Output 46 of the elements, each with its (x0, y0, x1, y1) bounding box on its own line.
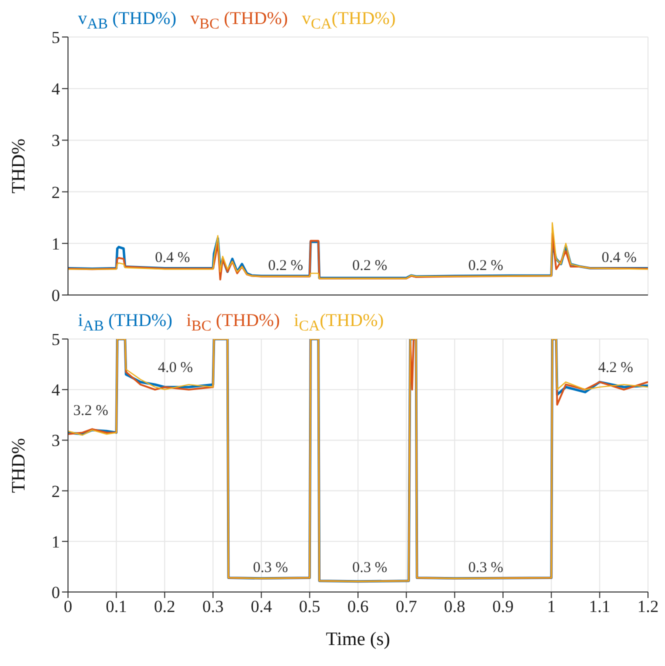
x-tick-label: 0 (64, 597, 72, 616)
y-tick-label: 1 (52, 532, 60, 552)
x-tick-label: 1 (547, 597, 556, 616)
annotation: 0.3 % (253, 560, 288, 578)
x-tick-label: 0.5 (299, 597, 320, 616)
annotation: 0.4 % (155, 250, 190, 267)
x-tick-label: 0.4 (250, 597, 272, 616)
annotation: 4.2 % (598, 360, 634, 378)
x-tick-label: 0.9 (492, 597, 514, 616)
x-tick-label: 0.3 (202, 597, 224, 616)
x-tick-label: 1.2 (637, 597, 659, 616)
x-tick-label: 0.2 (154, 597, 176, 616)
text: v$_{CA}$(THD%) (302, 8, 396, 33)
x-tick-label: 0.6 (347, 597, 369, 616)
annotation: 0.3 % (468, 560, 504, 578)
series-label: i$_{AB}$ (THD%) (78, 310, 172, 335)
y-tick-label: 5 (52, 330, 60, 350)
series-label: i$_{BC}$ (THD%) (186, 310, 280, 335)
annotation: 0.2 % (468, 258, 504, 275)
y-tick-label: 5 (52, 28, 60, 48)
y-tick-label: 2 (52, 482, 60, 501)
y-tick-label: 0 (52, 583, 60, 602)
annotation: 3.2 % (73, 403, 108, 420)
annotation: 0.4 % (602, 250, 637, 267)
y-axis-title: THD% (8, 438, 30, 493)
y-tick-label: 2 (52, 182, 60, 202)
x-tick-label: 0.7 (396, 597, 418, 616)
annotation: 0.2 % (268, 258, 304, 275)
x-tick-label: 1.1 (589, 597, 610, 616)
x-tick-label: 0.1 (106, 597, 127, 616)
y-tick-label: 4 (52, 80, 60, 99)
y-tick-label: 1 (52, 234, 60, 254)
y-tick-label: 4 (52, 380, 60, 400)
annotation: 0.3 % (352, 560, 388, 578)
x-axis-title: Time (s) (326, 629, 390, 650)
y-tick-label: 0 (52, 286, 60, 306)
y-tick-label: 3 (52, 131, 60, 150)
annotation: 0.2 % (352, 258, 388, 275)
y-tick-label: 3 (52, 431, 60, 450)
text: v$_{BC}$ (THD%) (190, 8, 288, 33)
x-tick-label: 0.8 (444, 597, 466, 616)
text: v$_{AB}$ (THD%) (78, 8, 176, 33)
y-axis-title: THD% (8, 138, 30, 194)
line-series (68, 222, 648, 280)
series-label: i$_{CA}$(THD%) (294, 310, 384, 335)
annotation: 4.0 % (158, 360, 193, 378)
